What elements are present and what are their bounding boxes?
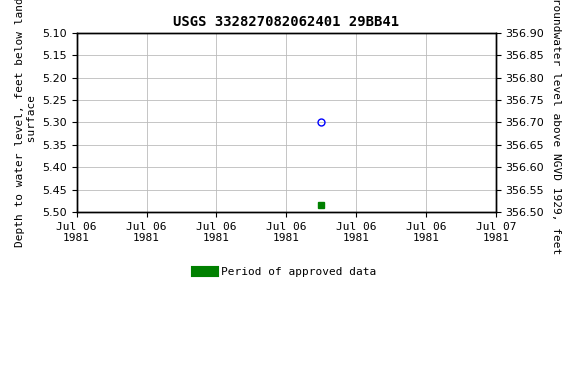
Y-axis label: Depth to water level, feet below land
 surface: Depth to water level, feet below land su…: [15, 0, 37, 247]
Title: USGS 332827082062401 29BB41: USGS 332827082062401 29BB41: [173, 15, 399, 29]
Legend: Period of approved data: Period of approved data: [191, 263, 381, 281]
Y-axis label: Groundwater level above NGVD 1929, feet: Groundwater level above NGVD 1929, feet: [551, 0, 561, 254]
